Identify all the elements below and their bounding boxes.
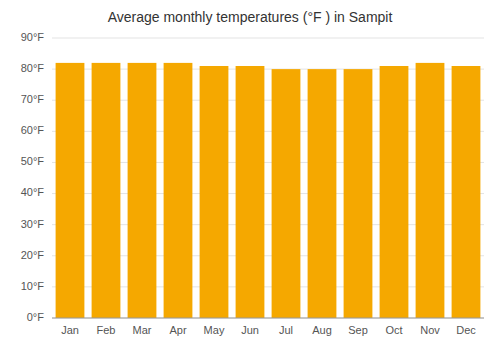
y-tick-label: 0°F <box>27 311 45 323</box>
x-tick-label: Apr <box>169 324 186 336</box>
y-tick-label: 60°F <box>21 124 45 136</box>
y-axis: 0°F 10°F 20°F 30°F 40°F 50°F 60°F 70°F 80°F 90°F <box>21 31 45 323</box>
title: Average monthly temperatures (°F ) in Sa… <box>108 9 393 25</box>
x-tick-label: Dec <box>456 324 476 336</box>
x-tick-label: Aug <box>312 324 332 336</box>
x-tick-label: May <box>204 324 225 336</box>
x-axis-line <box>52 318 484 319</box>
x-tick-label: Jan <box>61 324 79 336</box>
bar <box>272 69 301 318</box>
grid-line <box>52 38 484 39</box>
x-tick-label: Feb <box>97 324 116 336</box>
grid <box>52 38 484 318</box>
y-tick-label: 10°F <box>21 280 45 292</box>
y-tick-label: 70°F <box>21 93 45 105</box>
x-tick-label: Oct <box>385 324 402 336</box>
y-tick-label: 40°F <box>21 186 45 198</box>
bar <box>92 63 121 318</box>
bar <box>128 63 157 318</box>
bar <box>200 66 229 318</box>
bar <box>416 63 445 318</box>
bar <box>452 66 481 318</box>
x-tick-label: Jun <box>241 324 259 336</box>
y-tick-label: 30°F <box>21 218 45 230</box>
bar <box>56 63 85 318</box>
x-tick-label: Mar <box>133 324 152 336</box>
y-tick-label: 80°F <box>21 62 45 74</box>
bars <box>56 63 481 318</box>
x-tick-label: Sep <box>348 324 368 336</box>
x-tick-label: Nov <box>420 324 440 336</box>
bar <box>236 66 265 318</box>
bar <box>308 69 337 318</box>
bar <box>164 63 193 318</box>
x-tick-label: Jul <box>279 324 293 336</box>
x-axis: Jan Feb Mar Apr May Jun Jul Aug Sep Oct Nov Dec <box>61 324 476 336</box>
chart: 0°F 10°F 20°F 30°F 40°F 50°F 60°F 70°F 80°F 90°F J… <box>0 0 500 350</box>
y-tick-label: 90°F <box>21 31 45 43</box>
page: {"chart_data": {"type": "bar", "title": … <box>0 0 500 350</box>
bar <box>380 66 409 318</box>
bar <box>344 69 373 318</box>
grid-line <box>52 318 484 319</box>
y-tick-label: 20°F <box>21 249 45 261</box>
y-tick-label: 50°F <box>21 155 45 167</box>
